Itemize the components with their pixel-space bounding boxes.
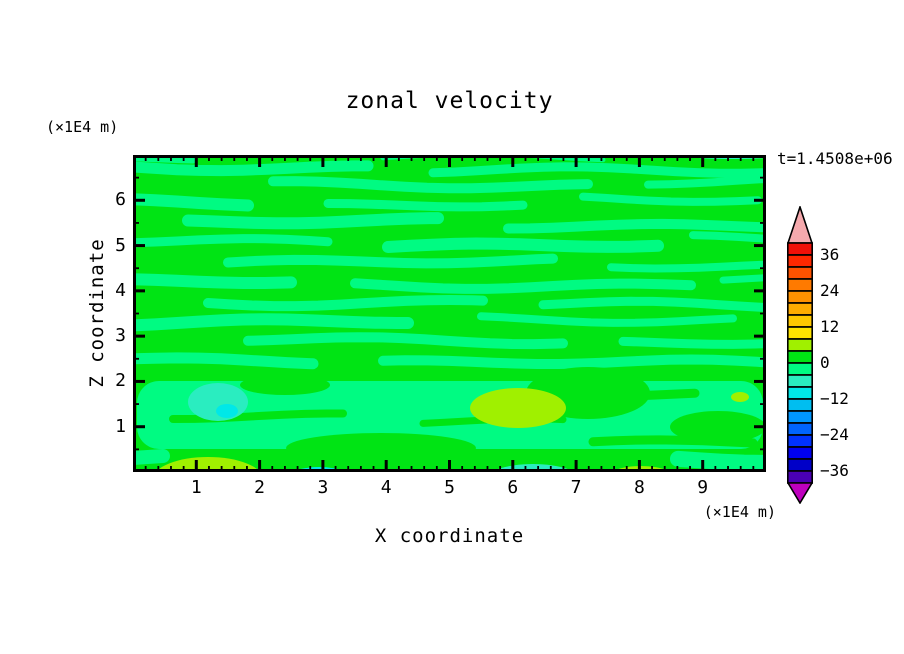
- z-tick-label: 3: [115, 325, 126, 347]
- z-axis-title: Z coordinate: [86, 238, 108, 388]
- x-tick-label: 2: [254, 477, 266, 498]
- z-tick-label: 5: [115, 234, 126, 256]
- x-tick-label: 4: [380, 477, 392, 498]
- x-tick-label: 6: [507, 477, 519, 498]
- z-tick-label: 4: [115, 279, 126, 301]
- x-tick-label: 7: [570, 477, 582, 498]
- x-axis-title: X coordinate: [374, 525, 525, 547]
- x-tick-label: 5: [444, 477, 455, 498]
- colorbar-tick-label: 24: [820, 281, 840, 300]
- colorbar-tick-label: 12: [820, 317, 840, 336]
- z-tick-label: 2: [115, 370, 126, 392]
- colorbar-tick-label: −12: [820, 389, 849, 408]
- colorbar-tick-label: 36: [820, 245, 840, 264]
- chart-title: zonal velocity: [345, 88, 554, 114]
- x-tick-label: 9: [697, 477, 709, 498]
- colorbar-tick-label: 0: [820, 353, 830, 372]
- contour-plot-canvas: [133, 155, 766, 472]
- x-tick-label: 1: [190, 477, 202, 498]
- x-tick-label: 3: [317, 477, 329, 498]
- colorbar: [787, 206, 813, 504]
- colorbar-tick-label: −36: [820, 461, 849, 480]
- x-tick-label: 8: [633, 477, 645, 498]
- time-annotation: t=1.4508e+06: [777, 149, 893, 168]
- z-tick-label: 1: [115, 415, 126, 437]
- x-axis-unit-label: (×1E4 m): [703, 503, 776, 521]
- colorbar-tick-label: −24: [820, 425, 849, 444]
- z-axis-unit-label: (×1E4 m): [46, 118, 119, 136]
- velocity-field: [133, 155, 766, 472]
- z-tick-label: 6: [115, 189, 126, 211]
